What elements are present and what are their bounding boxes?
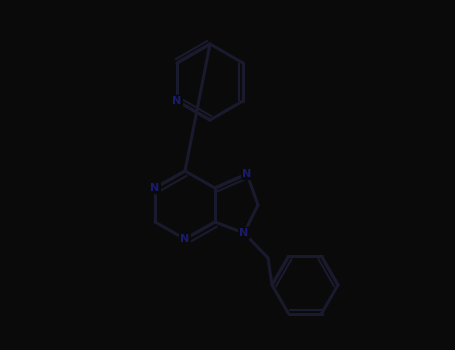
Text: N: N <box>239 228 248 238</box>
Text: N: N <box>150 183 160 193</box>
Text: N: N <box>243 169 252 179</box>
Text: N: N <box>180 234 190 244</box>
Text: N: N <box>172 96 182 106</box>
